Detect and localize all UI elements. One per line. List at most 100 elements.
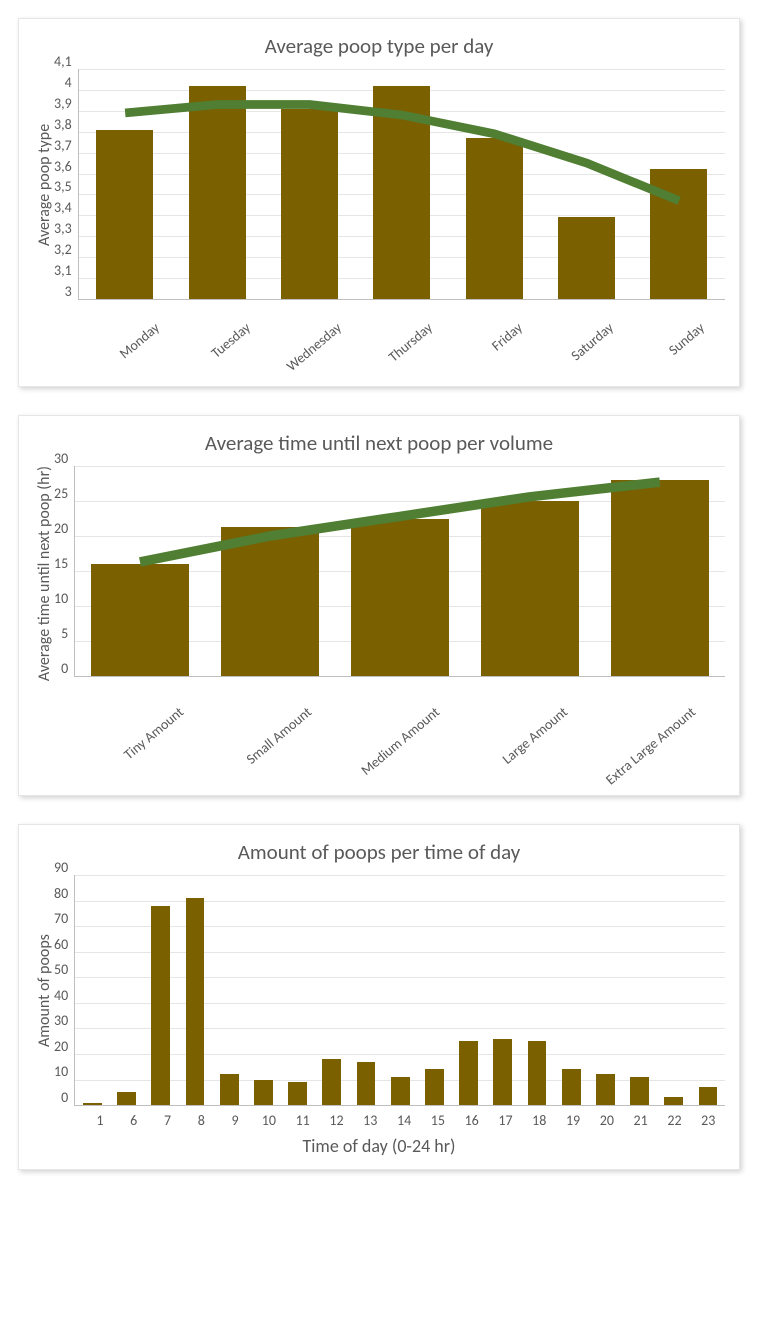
chart2-ytick: 25 [54, 485, 68, 502]
chart3-xtick: 15 [421, 1112, 455, 1129]
chart2-bar-slot [465, 466, 595, 676]
chart1-xtick: Sunday [634, 314, 747, 424]
chart3-xtick: 14 [387, 1112, 421, 1129]
chart2-bar [91, 564, 188, 676]
chart3-bar [117, 1092, 136, 1105]
chart1-bar [96, 130, 153, 299]
chart1-ylabel: Average poop type [33, 69, 54, 300]
chart3-yaxis: 9080706050403020100 [54, 875, 74, 1105]
chart3-bar-slot [691, 875, 725, 1105]
chart3-xtick: 7 [151, 1112, 185, 1129]
chart3-bar-slot [315, 875, 349, 1105]
chart3-ylabel: Amount of poops [33, 875, 54, 1106]
chart1-ytick: 4,1 [54, 53, 72, 70]
chart1-ytick: 3,5 [54, 178, 72, 195]
chart1-ytick: 3,7 [54, 137, 72, 154]
chart3-bar-slot [144, 875, 178, 1105]
chart3-bars [75, 875, 725, 1105]
chart3-bar-slot [246, 875, 280, 1105]
chart2-ytick: 20 [54, 520, 68, 537]
chart3-bar-slot [109, 875, 143, 1105]
chart3-bar-slot [657, 875, 691, 1105]
chart3-bar [186, 898, 205, 1105]
chart3-bar [391, 1077, 410, 1105]
chart3-ytick: 50 [54, 961, 68, 978]
chart3-bar [322, 1059, 341, 1105]
chart3-xtick: 9 [218, 1112, 252, 1129]
chart1-ytick: 3,3 [54, 220, 72, 237]
chart3-bar-slot [417, 875, 451, 1105]
chart2-bar [611, 480, 708, 676]
chart2-ytick: 10 [54, 590, 68, 607]
chart2-ylabel: Average time until next poop (hr) [33, 466, 54, 681]
chart3-xtick: 17 [489, 1112, 523, 1129]
chart3-bar [357, 1062, 376, 1105]
chart3-ytick: 60 [54, 936, 68, 953]
chart1-bar-slot [263, 69, 355, 299]
chart3-bar [596, 1074, 615, 1105]
chart3-bar [562, 1069, 581, 1105]
chart2-xaxis: Tiny AmountSmall AmountMedium AmountLarg… [33, 687, 725, 783]
chart3-xtick: 18 [522, 1112, 556, 1129]
chart2-bar-slot [75, 466, 205, 676]
chart2-plot [74, 466, 725, 677]
chart1-bar [650, 169, 707, 299]
chart3-bar-slot [75, 875, 109, 1105]
chart3-xtick: 6 [117, 1112, 151, 1129]
chart1-ytick: 3,6 [54, 158, 72, 175]
chart3-bar-slot [622, 875, 656, 1105]
chart1-yaxis: 4,143,93,83,73,63,53,43,33,23,13 [54, 69, 78, 299]
chart1-bar-slot [448, 69, 540, 299]
chart1-bar-slot [540, 69, 632, 299]
chart3-xtick: 21 [624, 1112, 658, 1129]
chart2-bar-slot [335, 466, 465, 676]
chart3-bar-slot [520, 875, 554, 1105]
chart1-ytick: 3,8 [54, 116, 72, 133]
chart3-bar [425, 1069, 444, 1105]
chart3-bar [699, 1087, 718, 1105]
chart2-body: Average time until next poop (hr) 302520… [33, 466, 725, 681]
chart3-bar [83, 1103, 102, 1106]
chart3-bar-slot [212, 875, 246, 1105]
chart2-ytick: 5 [61, 625, 68, 642]
chart3-bar-slot [349, 875, 383, 1105]
chart2-ytick: 30 [54, 450, 68, 467]
chart-card-poop-type-per-day: Average poop type per day Average poop t… [18, 18, 740, 387]
chart2-bar [221, 527, 318, 676]
chart1-ytick: 3 [65, 283, 72, 300]
chart3-ytick: 80 [54, 885, 68, 902]
chart1-bar [466, 138, 523, 299]
chart3-bar-slot [554, 875, 588, 1105]
chart3-xtick: 11 [286, 1112, 320, 1129]
chart3-bar-slot [178, 875, 212, 1105]
chart3-xtick: 16 [455, 1112, 489, 1129]
chart3-bar-slot [451, 875, 485, 1105]
chart3-bar [528, 1041, 547, 1105]
chart3-bar [493, 1039, 512, 1105]
chart1-ytick: 3,2 [54, 241, 72, 258]
chart2-title: Average time until next poop per volume [33, 430, 725, 456]
chart1-bar-slot [79, 69, 171, 299]
chart1-plot [78, 69, 725, 300]
chart3-bar-slot [383, 875, 417, 1105]
chart3-ytick: 10 [54, 1063, 68, 1080]
chart1-bar [281, 109, 338, 299]
chart3-bar [630, 1077, 649, 1105]
chart1-ytick: 3,9 [54, 95, 72, 112]
chart3-ytick: 20 [54, 1038, 68, 1055]
chart3-xtick: 12 [320, 1112, 354, 1129]
chart3-bar [459, 1041, 478, 1105]
chart3-xtick: 13 [353, 1112, 387, 1129]
chart3-xtick: 20 [590, 1112, 624, 1129]
chart2-ytick: 0 [61, 660, 68, 677]
chart3-ytick: 30 [54, 1012, 68, 1029]
chart3-bar [288, 1082, 307, 1105]
chart3-bar-slot [486, 875, 520, 1105]
chart2-bar-slot [205, 466, 335, 676]
chart1-bar [189, 86, 246, 299]
chart1-body: Average poop type 4,143,93,83,73,63,53,4… [33, 69, 725, 300]
chart3-bar [254, 1080, 273, 1106]
chart3-bar [664, 1097, 683, 1105]
chart1-ytick: 4 [65, 74, 72, 91]
chart-card-time-until-next-per-volume: Average time until next poop per volume … [18, 415, 740, 796]
